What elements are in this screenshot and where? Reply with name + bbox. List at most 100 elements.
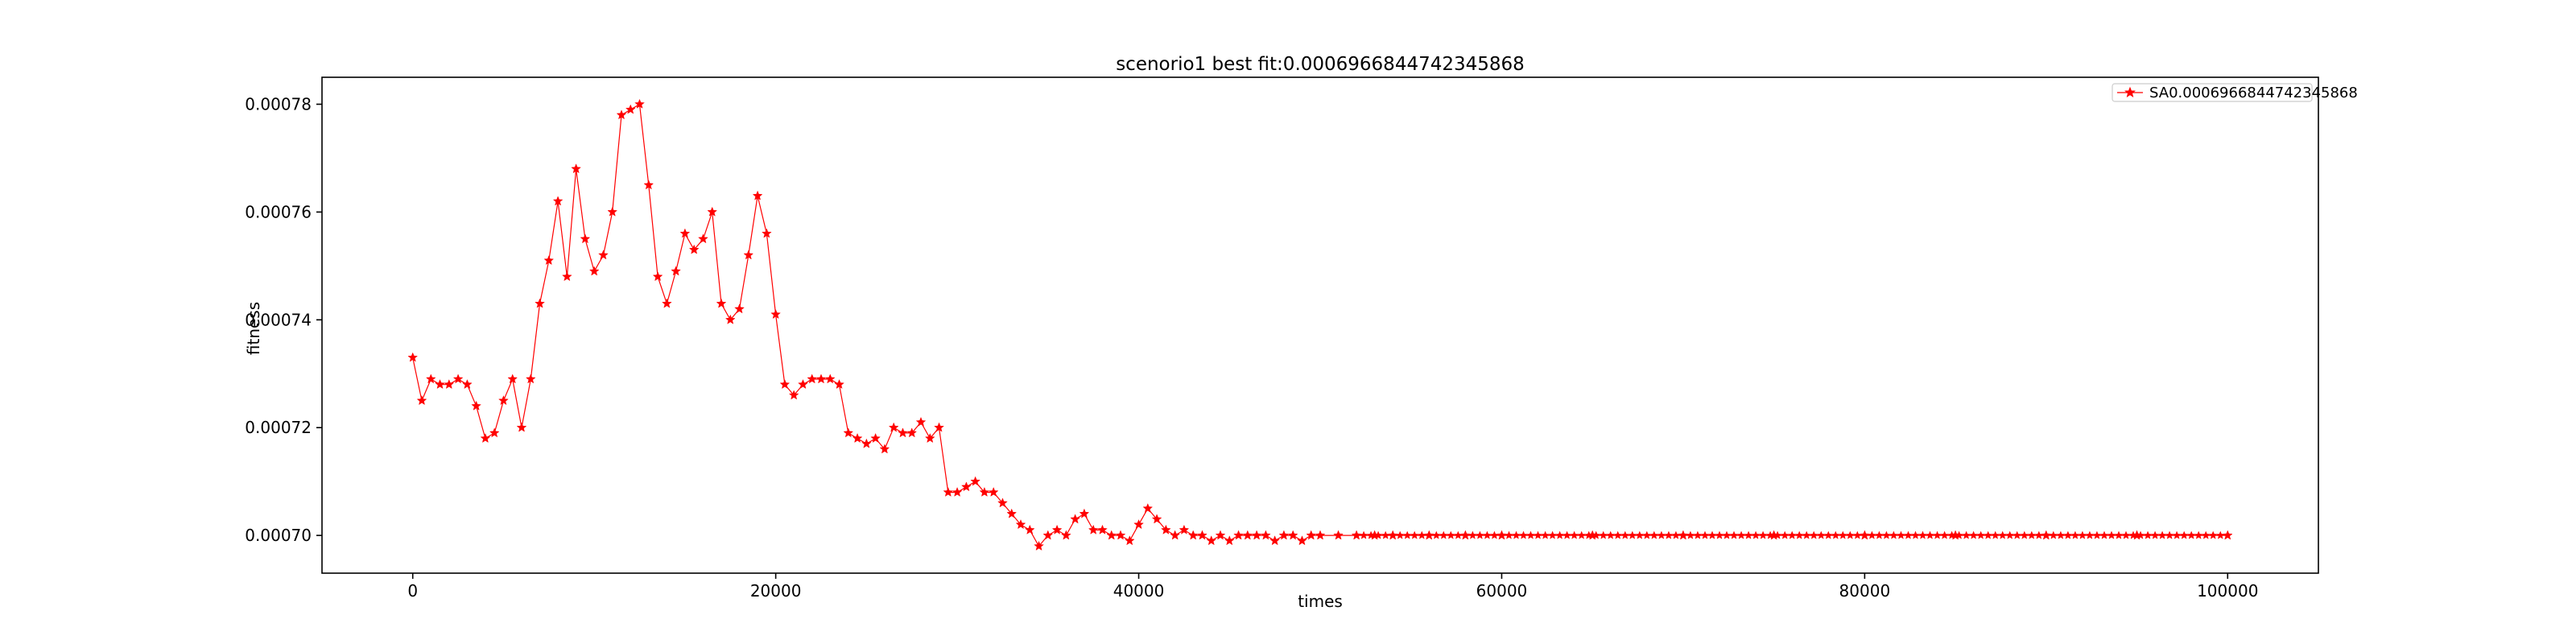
data-point <box>2223 530 2232 539</box>
data-point <box>1381 530 1390 539</box>
data-point <box>1729 530 1739 539</box>
data-point <box>1816 530 1826 539</box>
data-point <box>1926 530 1934 539</box>
data-point <box>898 427 908 438</box>
data-point <box>1686 530 1695 539</box>
data-point <box>1359 530 1368 539</box>
data-point <box>979 486 990 497</box>
data-point <box>1831 530 1840 539</box>
data-point <box>671 266 681 276</box>
y-tick-label: 0.00072 <box>245 418 312 437</box>
data-point <box>2136 530 2145 539</box>
data-point <box>1468 530 1477 539</box>
data-point <box>562 271 572 282</box>
data-point <box>543 255 555 266</box>
y-tick-label: 0.00076 <box>245 202 312 221</box>
data-point <box>1142 503 1154 514</box>
legend-box <box>2112 83 2313 102</box>
data-point <box>1512 530 1521 539</box>
data-point <box>1475 530 1484 539</box>
data-point <box>2150 530 2160 539</box>
data-point <box>2179 530 2189 539</box>
data-point <box>1707 530 1717 539</box>
data-point <box>997 497 1008 508</box>
data-point <box>1483 530 1492 539</box>
data-point <box>843 427 854 438</box>
data-point <box>1700 530 1710 539</box>
data-point <box>1642 530 1652 539</box>
data-point <box>1124 535 1135 546</box>
x-tick-label: 0 <box>407 581 418 601</box>
data-point <box>1287 530 1298 540</box>
data-point <box>625 104 636 114</box>
data-point <box>1097 524 1108 535</box>
data-point <box>1606 530 1616 539</box>
data-point <box>1563 530 1572 539</box>
data-point <box>1106 530 1117 540</box>
data-point <box>2107 530 2116 539</box>
data-point <box>435 379 445 390</box>
plot-frame <box>321 76 2319 574</box>
data-point <box>906 427 918 438</box>
data-point <box>2208 530 2218 539</box>
data-point <box>1555 530 1565 539</box>
data-point <box>607 206 618 217</box>
data-point <box>1940 530 1949 539</box>
data-point <box>1439 530 1448 539</box>
data-point <box>1823 530 1833 539</box>
data-point <box>1233 530 1244 540</box>
data-point <box>1278 530 1290 540</box>
data-point <box>1261 530 1271 540</box>
data-point <box>1505 530 1513 539</box>
data-point <box>1722 530 1732 539</box>
data-point <box>1802 530 1811 539</box>
data-point <box>1744 530 1753 539</box>
data-point <box>1649 530 1659 539</box>
data-point <box>1998 530 2008 539</box>
data-point <box>1170 530 1180 540</box>
legend-marker <box>2124 86 2136 98</box>
data-point <box>870 432 881 444</box>
data-point <box>1620 530 1630 539</box>
x-tick-label: 20000 <box>750 581 802 601</box>
data-point <box>698 233 708 244</box>
data-point <box>1751 530 1761 539</box>
x-tick-label: 40000 <box>1113 581 1165 601</box>
data-point <box>535 298 545 308</box>
data-point <box>1911 530 1920 539</box>
data-point <box>1577 530 1587 539</box>
data-point <box>1984 530 1993 539</box>
data-point <box>2049 530 2058 539</box>
data-point <box>1402 530 1412 539</box>
data-point <box>815 374 827 384</box>
data-point <box>462 379 473 390</box>
data-point <box>1366 530 1376 539</box>
data-point <box>1534 530 1542 539</box>
data-point <box>1773 530 1782 539</box>
data-point <box>1297 535 1307 546</box>
data-point <box>1410 530 1419 539</box>
data-point <box>1976 530 1986 539</box>
data-point <box>1519 530 1528 539</box>
data-point <box>770 308 781 320</box>
data-point <box>507 374 518 384</box>
data-point <box>2085 530 2095 539</box>
data-point <box>1991 530 2000 539</box>
data-point <box>2056 530 2066 539</box>
data-point <box>571 163 581 174</box>
data-point <box>752 190 763 200</box>
data-point <box>1918 530 1927 539</box>
data-point <box>1794 530 1804 539</box>
data-point <box>1809 530 1818 539</box>
y-axis-label: fitness <box>244 302 263 355</box>
data-point <box>952 486 963 497</box>
data-point <box>716 298 727 308</box>
data-point <box>1874 530 1884 539</box>
data-point <box>580 233 591 244</box>
data-point <box>2078 530 2087 539</box>
data-point <box>2165 530 2174 539</box>
y-tick-label: 0.00070 <box>245 526 312 545</box>
data-point <box>1490 530 1499 539</box>
data-point <box>1904 530 1913 539</box>
